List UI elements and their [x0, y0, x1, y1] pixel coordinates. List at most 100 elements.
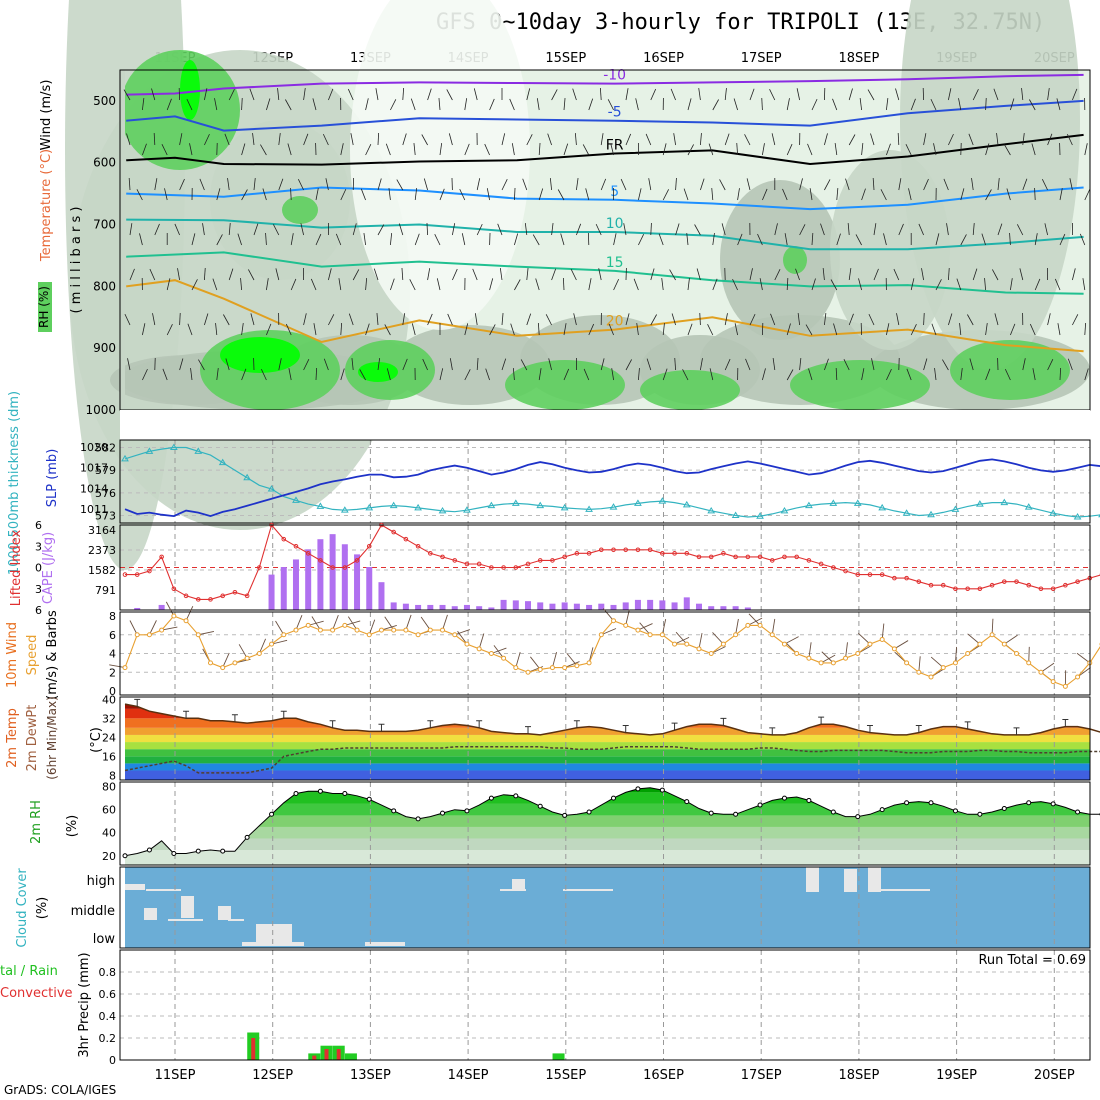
wind-barb — [300, 223, 304, 236]
lifted-marker — [794, 554, 799, 560]
wind-barb — [633, 278, 639, 291]
wind-barb — [1010, 323, 1016, 336]
wind-barb — [576, 223, 582, 236]
cloud-block — [125, 884, 145, 890]
wind-barb — [880, 189, 887, 201]
wind-barb — [179, 358, 184, 371]
top-date-label: 15SEP — [545, 51, 586, 66]
wind-barb — [992, 269, 999, 281]
temp-frame — [119, 696, 1091, 781]
wind-speed-marker — [696, 646, 702, 652]
wind-barb — [278, 358, 282, 371]
wind-barb-10m — [271, 639, 288, 645]
wind-barb — [241, 189, 248, 201]
cape-axis-label: CAPE (J/kg) — [41, 532, 56, 604]
temp-fill-group — [125, 704, 1090, 780]
temp-minmax-mark — [231, 714, 238, 722]
wind-barb — [824, 133, 828, 146]
wind-speed-marker — [1001, 641, 1007, 647]
lifted-marker — [415, 543, 421, 549]
thickness-marker — [316, 502, 325, 509]
thickness-marker — [463, 506, 471, 513]
wind-barb — [650, 222, 652, 236]
wind-barb — [811, 233, 814, 246]
wind-speed-marker — [623, 622, 629, 628]
rh-marker — [342, 791, 348, 797]
wind-barb — [204, 268, 206, 281]
wind-barb-10m — [955, 646, 958, 663]
cape-bar — [610, 604, 617, 610]
cloud-block — [880, 889, 930, 891]
wind-barb-10m — [564, 661, 580, 668]
wind-barb — [588, 323, 595, 336]
wind-barb — [390, 233, 393, 246]
wind-frame — [119, 611, 1091, 696]
thickness-marker — [1000, 498, 1009, 506]
wind-barb — [228, 223, 231, 236]
wind-barb — [670, 88, 676, 101]
wind-barb — [522, 178, 528, 191]
wind-barb — [340, 368, 345, 381]
cape-bar — [463, 604, 470, 610]
wind-barb — [1066, 133, 1073, 146]
wind-barb — [712, 99, 719, 111]
wind-speed-marker — [574, 663, 580, 669]
lifted-marker — [598, 547, 604, 553]
thickness-marker — [1024, 503, 1033, 510]
dewpoint-axis-label: 2m DewPt — [25, 705, 40, 772]
cape-bar — [341, 544, 348, 610]
wind-barb-10m — [368, 619, 376, 635]
wind-barb — [359, 369, 366, 381]
wind-barb — [588, 98, 594, 111]
wind-barb — [189, 143, 193, 156]
wind-speed-marker — [720, 641, 726, 647]
wind-barb — [836, 233, 841, 246]
cape-bar — [451, 606, 458, 610]
lifted-marker — [281, 536, 287, 542]
wind-barb-10m — [530, 656, 541, 670]
rh-axis-label: RH (%) — [37, 286, 51, 328]
wind-barb — [526, 134, 533, 146]
wind-barb — [340, 323, 343, 336]
wind-speed-marker — [745, 622, 751, 628]
wind-speed-marker — [378, 627, 384, 633]
wind-speed-marker — [403, 627, 409, 633]
wind-barb — [228, 89, 235, 101]
wind-speed-marker — [256, 651, 262, 656]
precip-unit-label: 3hr Precip (mm) — [77, 952, 92, 1057]
wind-barb — [1067, 358, 1073, 371]
wind-barb — [993, 88, 999, 101]
pressure-tick: 900 — [93, 341, 116, 355]
lifted-marker — [525, 561, 531, 567]
wind-barb — [240, 278, 242, 291]
wind-speed-marker — [122, 665, 128, 671]
wind-barb — [824, 313, 827, 326]
wind-barb-10m — [258, 638, 267, 654]
wind-barb — [1069, 178, 1073, 191]
thickness-marker — [145, 447, 154, 454]
wind-barb — [948, 133, 954, 146]
cloud-frame — [119, 866, 1091, 949]
wind-barb — [166, 324, 173, 336]
wind-barb — [1031, 143, 1036, 156]
wind-barb — [774, 223, 778, 236]
wind-barb-10m — [384, 616, 395, 631]
lifted-marker — [134, 572, 140, 577]
temp-minmax-mark — [818, 716, 825, 725]
wind-barb-10m — [566, 652, 578, 666]
temp-minmax-mark — [671, 722, 678, 731]
wind-barb — [464, 98, 468, 111]
wind-speed-marker — [183, 618, 189, 624]
temp-minmax-mark — [573, 720, 580, 728]
wind-axis-label: Wind (m/s) — [39, 80, 54, 151]
wind-barb-10m — [515, 652, 521, 668]
temp-band — [125, 734, 1090, 743]
thickness-marker — [560, 503, 569, 511]
rh-marker — [122, 853, 128, 859]
lifted-marker — [782, 554, 787, 560]
wind-barb — [303, 88, 306, 101]
isotherm-label: 15 — [606, 255, 624, 271]
cape-bar — [439, 604, 446, 610]
lifted-marker — [647, 547, 653, 553]
rh-marker — [586, 809, 592, 815]
